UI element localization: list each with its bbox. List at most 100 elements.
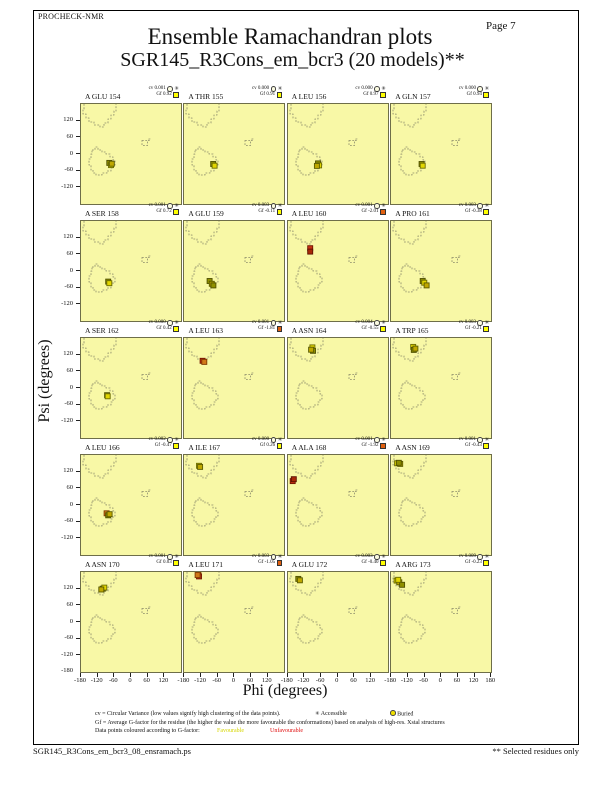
data-point — [307, 248, 313, 255]
y-tick-label: -60 — [64, 400, 73, 408]
legend-line-cv: cv = Circular Variance (low values signi… — [95, 710, 535, 719]
x-tick-label: 0 — [231, 677, 236, 684]
beta-region-contour — [392, 455, 427, 479]
left-alpha-region-contour — [348, 491, 355, 497]
x-tick-mark — [473, 672, 475, 677]
x-tick-mark — [440, 672, 442, 677]
alpha-region-contour — [398, 263, 426, 293]
page-number: Page 7 — [486, 20, 516, 32]
y-tick-label: 0 — [69, 149, 73, 157]
y-tick-label: -120 — [61, 299, 73, 307]
residue-label: A TRP 165 — [395, 326, 429, 335]
plot-canvas — [185, 104, 254, 176]
favourable-label: Favourable — [217, 728, 244, 734]
cv-gf-block: cv 0.009 ✳ Gf -0.23 — [459, 554, 490, 566]
left-alpha-region-dot — [251, 372, 254, 375]
left-alpha-region-contour — [451, 257, 459, 263]
ramachandran-subplot-a-glu-154: A GLU 154 cv 0.001 ✳ Gf 0.92 120 60 0 -60 -120 — [61, 86, 182, 205]
left-alpha-region-dot — [251, 489, 254, 492]
left-alpha-region-dot — [354, 606, 358, 609]
ramachandran-subplot-a-pro-161: A PRO 161 cv 0.003 ✳ Gf -0.38 — [390, 203, 493, 322]
left-alpha-region-contour — [244, 374, 252, 380]
gf-colour-square — [173, 209, 179, 215]
page-title: Ensemble Ramachandran plots — [147, 24, 433, 49]
x-tick-label: -120 — [194, 677, 206, 684]
x-tick-mark — [146, 672, 148, 677]
y-tick-mark — [75, 370, 80, 372]
alpha-region-contour — [191, 146, 219, 176]
x-axis-label: Phi (degrees) — [242, 682, 328, 699]
gf-colour-square — [276, 92, 283, 98]
beta-region-contour — [289, 455, 324, 479]
y-tick-label: 60 — [66, 132, 74, 140]
gf-value: Gf 0.91 — [259, 92, 276, 97]
buried-circle-icon — [270, 554, 277, 560]
x-tick-label: 180 — [485, 677, 496, 684]
data-point — [201, 358, 208, 365]
x-tick-label: -60 — [212, 677, 222, 684]
gf-colour-square — [276, 560, 283, 566]
buried-circle-icon — [374, 437, 380, 443]
x-tick-label: -180 — [177, 677, 190, 684]
residue-label: A ALA 168 — [291, 443, 327, 452]
gf-colour-square — [483, 92, 490, 98]
x-tick-label: -180 — [74, 677, 86, 684]
x-tick-label: 0 — [335, 677, 339, 684]
left-alpha-region-dot — [251, 255, 254, 258]
plot-area — [286, 571, 389, 673]
data-point — [399, 581, 406, 588]
legend-buried: Buried — [390, 710, 413, 719]
left-alpha-region-contour — [141, 140, 148, 146]
beta-region-contour — [289, 338, 324, 362]
data-point — [419, 162, 426, 169]
left-alpha-region-dot — [354, 255, 358, 258]
gf-colour-square — [173, 443, 179, 449]
cv-value: cv 0.003 — [251, 203, 270, 208]
y-tick-mark — [75, 169, 80, 171]
y-tick-label: 0 — [69, 500, 73, 508]
x-tick-label: 60 — [246, 677, 254, 684]
y-tick-mark — [75, 470, 80, 472]
plot-area — [80, 103, 182, 205]
plot-canvas — [82, 338, 151, 410]
beta-region-contour — [185, 338, 220, 362]
beta-region-contour — [82, 104, 117, 128]
ramachandran-subplot-a-ser-162: A SER 162 cv 0.000 ✳ Gf 0.42 120 60 0 -60 -120 — [61, 320, 182, 439]
ramachandran-subplot-a-leu-163: A LEU 163 cv 0.001 ✳ Gf -1.81 — [183, 320, 286, 439]
y-tick-mark — [75, 119, 80, 121]
x-tick-label: 0 — [128, 677, 132, 684]
cv-gf-block: cv 0.000 ✳ Gf 0.97 — [355, 86, 386, 98]
gf-colour-square — [483, 560, 490, 566]
plot-area — [286, 103, 389, 205]
cv-gf-block: cv 0.001 ✳ Gf -0.43 — [459, 437, 490, 449]
legend-line-colour: Data points coloured according to G-fact… — [95, 727, 535, 736]
data-point — [212, 162, 218, 169]
y-tick-mark — [75, 420, 80, 422]
y-axis-label: Psi (degrees) — [36, 339, 53, 423]
residue-label: A SER 162 — [85, 326, 119, 335]
beta-region-contour — [82, 221, 117, 245]
y-tick-mark — [75, 353, 80, 355]
gf-value: Gf -0.23 — [464, 560, 482, 565]
beta-region-contour — [392, 221, 427, 245]
cv-value: cv 0.000 — [148, 320, 166, 325]
cv-gf-block: cv 0.001 ✳ Gf 0.72 — [149, 203, 179, 215]
plot-area — [183, 337, 286, 439]
plot-area — [80, 220, 182, 322]
plot-canvas — [289, 221, 358, 293]
cv-gf-block: cv 0.001 ✳ Gf 0.03 — [149, 554, 179, 566]
y-tick-mark — [75, 186, 80, 188]
alpha-region-contour — [191, 497, 219, 527]
x-tick-label: -180 — [384, 677, 397, 684]
y-tick-label: -60 — [64, 517, 73, 525]
x-tick-mark — [183, 672, 185, 677]
beta-region-contour — [82, 572, 117, 596]
cv-value: cv 0.003 — [458, 203, 476, 208]
gf-value: Gf -0.43 — [464, 443, 482, 448]
x-tick-label: -60 — [108, 677, 118, 684]
gf-colour-square — [173, 560, 179, 566]
plot-canvas — [185, 338, 254, 410]
plot-area — [80, 337, 182, 439]
x-tick-mark — [390, 672, 392, 677]
buried-circle-icon — [270, 320, 277, 326]
